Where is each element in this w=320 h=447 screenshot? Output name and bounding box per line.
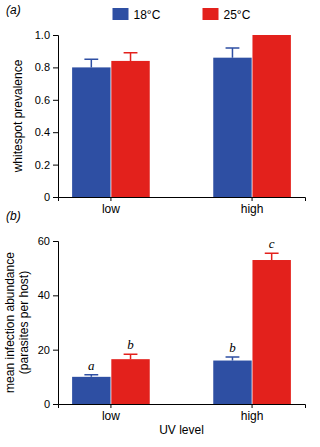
bar [252, 35, 290, 197]
tick-label: low [102, 409, 120, 423]
y-tick: 0 [44, 191, 58, 203]
y-tick: 0.2 [35, 159, 58, 171]
y-tick: 0.6 [35, 94, 58, 106]
x-tick: low [102, 197, 120, 216]
tick-mark [53, 241, 58, 242]
tick-mark [53, 350, 58, 351]
axis-line [59, 198, 306, 202]
tick-label: 0 [44, 191, 50, 203]
y-tick: 0 [44, 398, 58, 410]
tick-label: 0.8 [35, 61, 50, 73]
axis-line [53, 36, 59, 198]
tick-label: 0.4 [35, 126, 50, 138]
panel: a b b c 0 20 40 60 low high mean infection abundan… [3, 209, 306, 437]
tick-mark [53, 35, 58, 36]
tick-mark [252, 197, 253, 201]
annotation: b [127, 337, 134, 352]
y-tick: 40 [38, 289, 58, 301]
x-axis-title: UV level [159, 423, 204, 437]
figure: 0 0.2 0.4 0.6 0.8 1.0 low high whitespot prevale… [0, 0, 320, 447]
tick-label: 40 [38, 289, 50, 301]
tick-mark [53, 132, 58, 133]
annotation: a [88, 358, 95, 373]
y-axis-title: mean infection abundance [3, 252, 17, 393]
annotation: c [269, 236, 275, 251]
tick-label: 0.2 [35, 159, 50, 171]
panel: 0 0.2 0.4 0.6 0.8 1.0 low high whitespot prevale… [6, 3, 306, 216]
plot-area [72, 35, 291, 197]
tick-label: 20 [38, 344, 50, 356]
tick-mark [252, 404, 253, 408]
annotation: b [229, 340, 236, 355]
error-bar [226, 48, 240, 58]
tick-mark [53, 100, 58, 101]
tick-mark [110, 197, 111, 201]
bar [72, 67, 110, 197]
tick-mark [53, 404, 58, 405]
legend: 18°C 25°C [113, 8, 251, 22]
tick-mark [53, 165, 58, 166]
y-axis: 0 0.2 0.4 0.6 0.8 1.0 [35, 29, 59, 203]
y-axis: 0 20 40 60 [38, 235, 59, 410]
legend-label: 25°C [224, 8, 251, 22]
y-tick: 20 [38, 344, 58, 356]
error-bar [84, 375, 98, 377]
tick-mark [53, 67, 58, 68]
legend-swatch [203, 8, 219, 20]
tick-label: 0.6 [35, 94, 50, 106]
error-bar [124, 354, 138, 359]
tick-mark [53, 197, 58, 198]
y-axis-title: whitespot prevalence [11, 59, 25, 173]
error-bar [265, 253, 279, 260]
panel-label: (a) [6, 3, 21, 17]
y-tick: 0.4 [35, 126, 58, 138]
axis-line [53, 242, 59, 405]
x-axis: low high [59, 197, 306, 216]
bar [252, 260, 290, 404]
legend-label: 18°C [134, 8, 161, 22]
y-axis-title: (parasites per host) [17, 271, 31, 374]
error-bar [84, 59, 98, 67]
tick-label: high [241, 409, 264, 423]
x-axis: low high [59, 404, 306, 423]
error-bar [226, 357, 240, 361]
bar [111, 359, 149, 404]
bar [111, 61, 149, 197]
y-tick: 60 [38, 235, 58, 247]
tick-label: low [102, 202, 120, 216]
error-bar [265, 35, 279, 36]
tick-label: 60 [38, 235, 50, 247]
x-tick: high [241, 197, 264, 216]
tick-label: 1.0 [35, 29, 50, 41]
y-tick: 0.8 [35, 61, 58, 73]
y-tick: 1.0 [35, 29, 58, 41]
error-bar [124, 53, 138, 61]
plot-area [72, 253, 291, 404]
bar [213, 361, 251, 404]
bar [213, 58, 251, 197]
x-tick: high [241, 404, 264, 423]
bar [72, 377, 110, 404]
axis-line [59, 405, 306, 409]
panel-label: (b) [6, 209, 21, 223]
x-tick: low [102, 404, 120, 423]
tick-mark [110, 404, 111, 408]
tick-label: high [241, 202, 264, 216]
tick-mark [53, 295, 58, 296]
tick-label: 0 [44, 398, 50, 410]
legend-swatch [113, 8, 129, 20]
